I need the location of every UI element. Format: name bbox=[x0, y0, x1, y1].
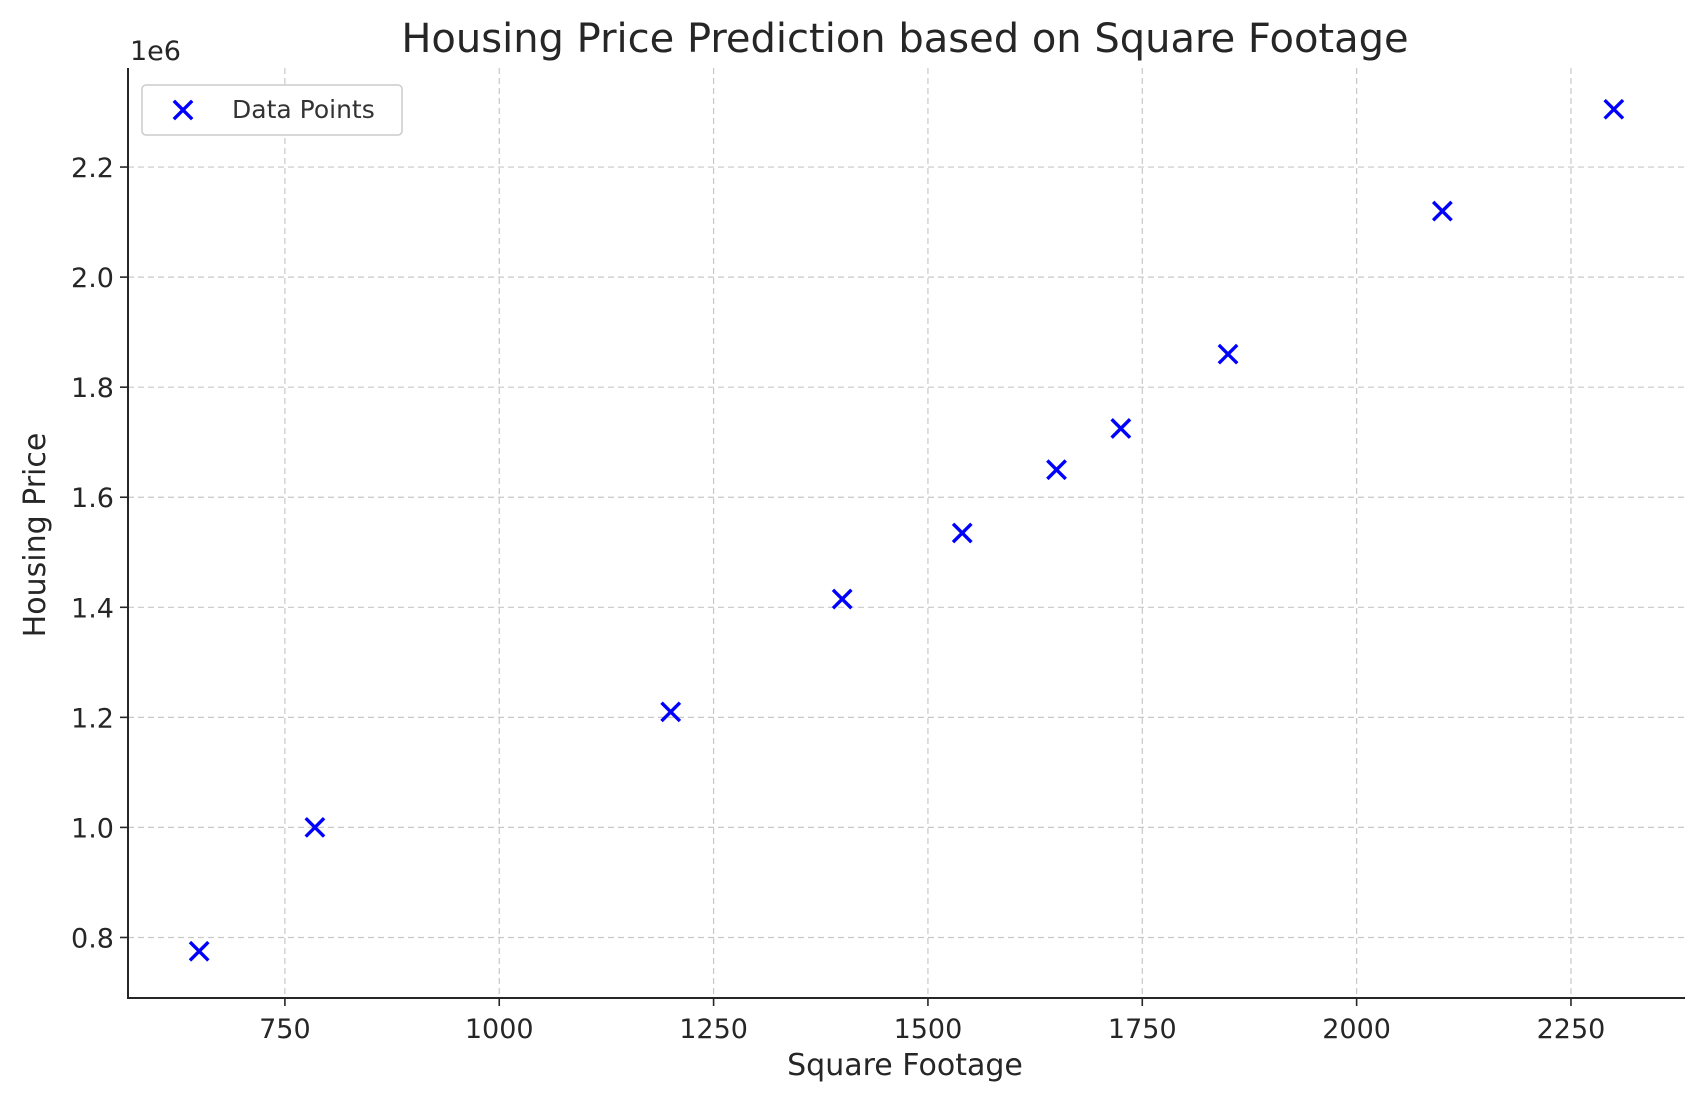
legend-box bbox=[141, 84, 403, 136]
y-axis-label: Housing Price bbox=[18, 433, 53, 638]
grid-lines bbox=[128, 68, 1685, 998]
legend: Data Points bbox=[141, 84, 403, 136]
chart-title: Housing Price Prediction based on Square… bbox=[401, 16, 1408, 62]
data-point bbox=[1603, 98, 1625, 120]
axis-spines bbox=[127, 68, 1685, 999]
data-point bbox=[1046, 459, 1067, 481]
x-tick-label: 2000 bbox=[1322, 1014, 1391, 1045]
y-tick-label: 0.8 bbox=[71, 923, 114, 954]
data-point bbox=[304, 817, 326, 838]
legend-marker-x-icon bbox=[172, 99, 194, 121]
data-point bbox=[660, 701, 682, 723]
x-tick-label: 1750 bbox=[1108, 1014, 1177, 1045]
y-axis-ticks: 0.8 1.0 1.2 1.4 1.6 1.8 2.0 2.2 bbox=[71, 153, 128, 954]
x-tick-label: 750 bbox=[259, 1014, 311, 1045]
axes bbox=[127, 68, 1685, 999]
legend-marker bbox=[172, 99, 194, 121]
x-tick-label: 1250 bbox=[679, 1014, 748, 1045]
x-axis-label: Square Footage bbox=[787, 1048, 1023, 1083]
y-tick-label: 2.2 bbox=[71, 153, 114, 184]
data-point bbox=[188, 940, 210, 962]
data-point bbox=[1110, 418, 1132, 439]
x-tick-label: 1500 bbox=[894, 1014, 963, 1045]
y-tick-label: 1.0 bbox=[71, 813, 114, 844]
y-tick-label: 1.4 bbox=[71, 593, 114, 624]
y-tick-label: 2.0 bbox=[71, 263, 114, 294]
legend-label: Data Points bbox=[232, 95, 375, 124]
y-offset-label: 1e6 bbox=[130, 36, 181, 67]
y-tick-label: 1.2 bbox=[71, 703, 114, 734]
y-tick-label: 1.6 bbox=[71, 483, 114, 514]
data-point bbox=[1431, 200, 1453, 222]
data-points bbox=[188, 98, 1625, 962]
x-axis-ticks: 750 1000 1250 1500 1750 2000 2250 bbox=[259, 998, 1605, 1045]
x-tick-label: 2250 bbox=[1537, 1014, 1606, 1045]
data-point bbox=[831, 588, 853, 610]
data-point bbox=[1217, 343, 1239, 365]
x-tick-label: 1000 bbox=[465, 1014, 534, 1045]
y-tick-label: 1.8 bbox=[71, 373, 114, 404]
data-point bbox=[951, 522, 973, 544]
